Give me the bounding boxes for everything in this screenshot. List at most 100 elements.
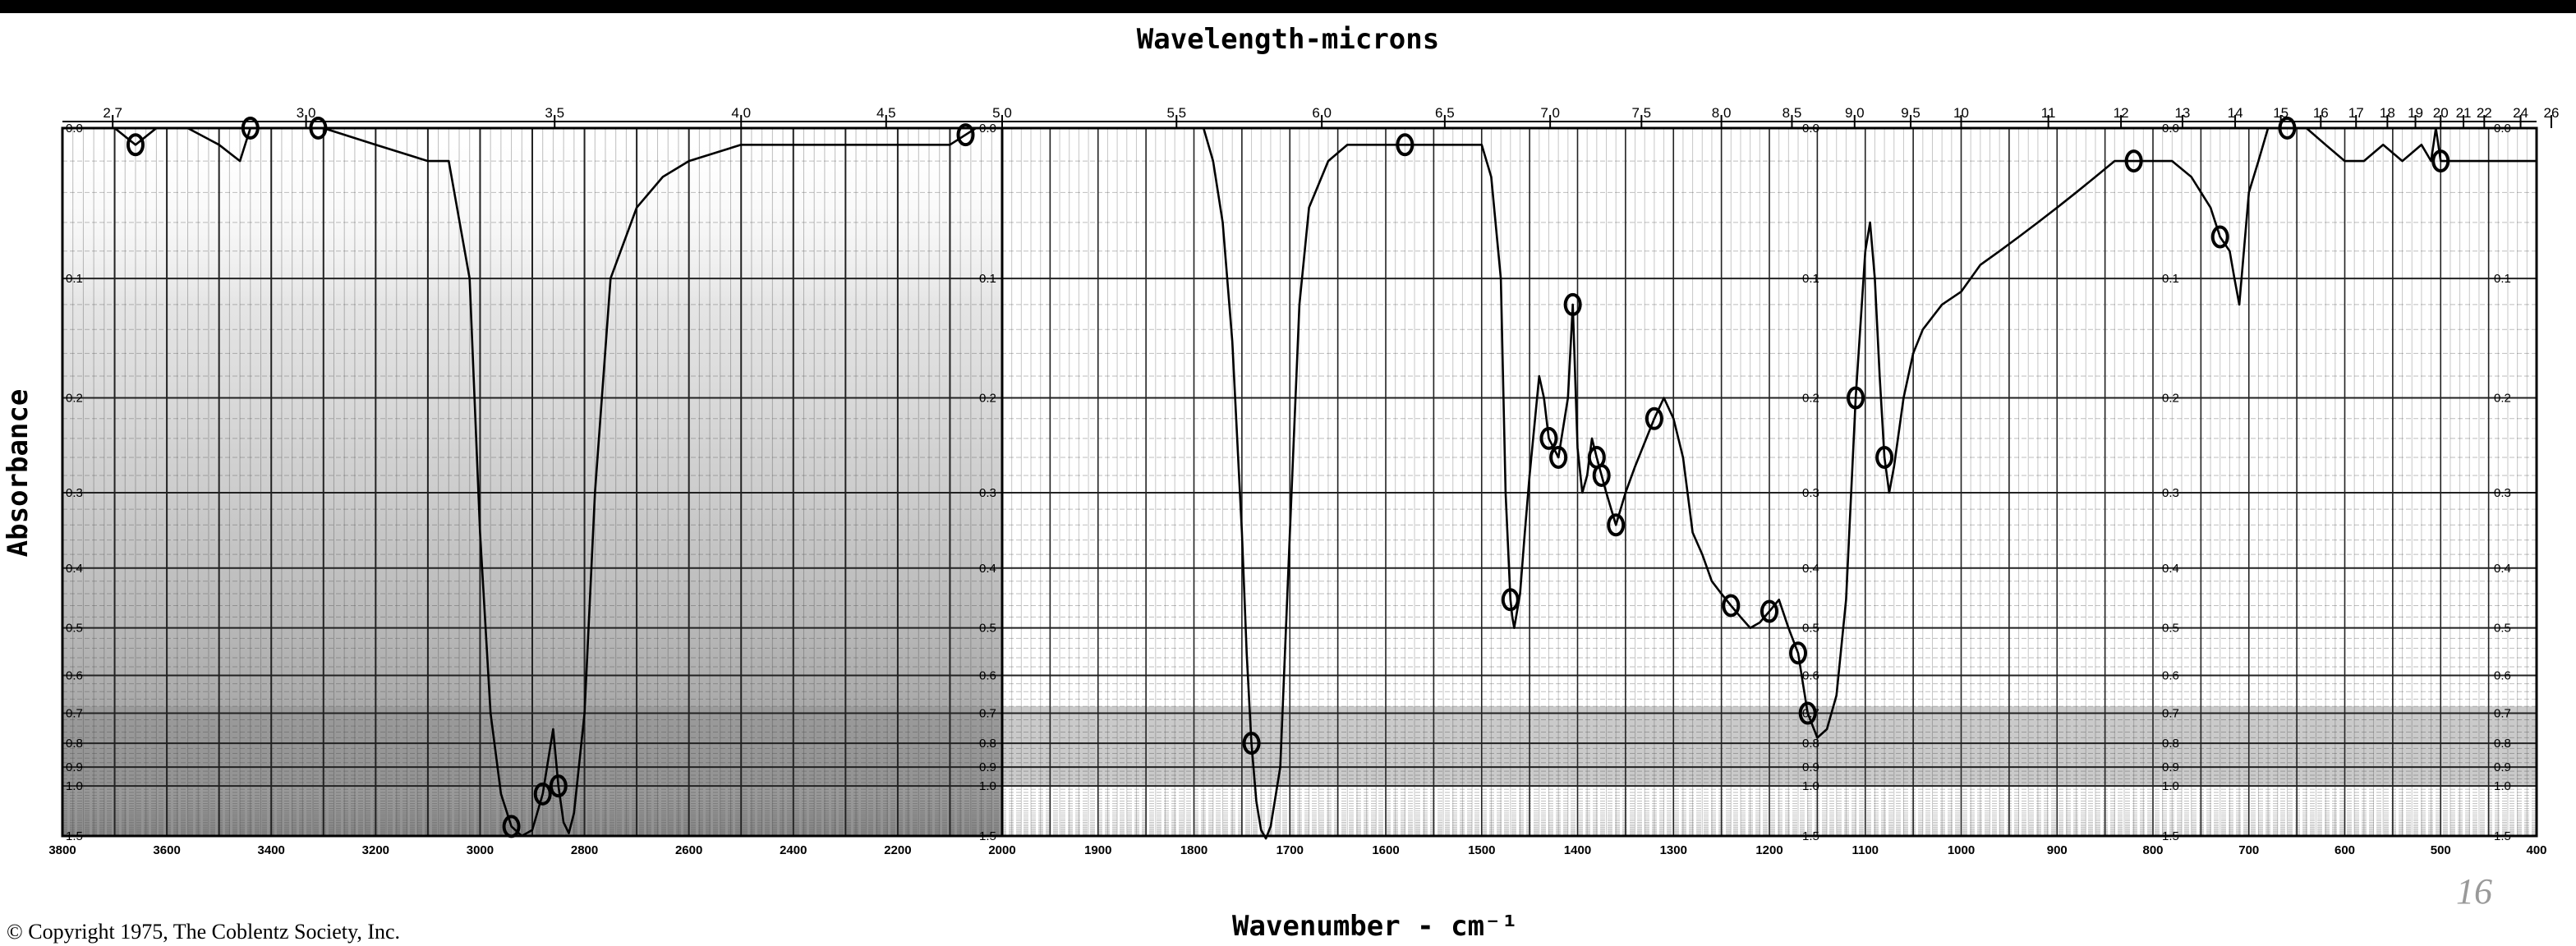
top-tick-label: 20 <box>2433 105 2449 121</box>
top-tick-label: 6.0 <box>1312 105 1332 121</box>
bottom-tick-label: 400 <box>2526 843 2546 857</box>
bottom-tick-label: 600 <box>2334 843 2355 857</box>
absorbance-tick-label: 0.8 <box>979 737 996 751</box>
absorbance-tick-label: 0.3 <box>979 486 996 500</box>
peak-marker <box>241 117 260 140</box>
bottom-tick-label: 3400 <box>258 843 285 857</box>
peak-marker <box>1501 588 1520 612</box>
absorbance-tick-label: 0.9 <box>2162 760 2179 774</box>
plot-border <box>61 126 2538 838</box>
bottom-tick-label: 800 <box>2142 843 2163 857</box>
top-border <box>0 0 2576 13</box>
absorbance-tick-label: 0.9 <box>2494 760 2511 774</box>
y-axis-label: Absorbance <box>2 388 34 558</box>
absorbance-tick-label: 0.2 <box>2494 392 2511 406</box>
top-tick-label: 12 <box>2114 105 2129 121</box>
absorbance-tick-label: 0.4 <box>1802 562 1819 576</box>
peak-marker <box>2124 149 2143 173</box>
bottom-tick-label: 1600 <box>1372 843 1399 857</box>
top-tick-label: 5.0 <box>992 105 1012 121</box>
bottom-tick-label: 3800 <box>48 843 76 857</box>
top-tick-label: 8.5 <box>1782 105 1802 121</box>
top-tick-label: 11 <box>2041 105 2056 121</box>
top-tick-label: 3.0 <box>297 105 316 121</box>
spectrum-series <box>62 126 2537 840</box>
peak-marker <box>1549 445 1568 469</box>
peak-marker <box>1242 732 1261 755</box>
absorbance-tick-label: 0.8 <box>1802 737 1819 751</box>
top-tick-label: 21 <box>2456 105 2472 121</box>
shade-band <box>62 706 2537 787</box>
absorbance-tick-label: 0.8 <box>66 737 83 751</box>
bottom-tick-label: 2800 <box>571 843 598 857</box>
top-axis-ticks: 2.7 3.0 3.5 4.0 4.5 5.0 5.5 6.0 6.5 7.0 7.5 8.0 8.5 9… <box>103 105 2559 128</box>
peak-marker <box>1847 386 1865 410</box>
bottom-tick-label: 3000 <box>467 843 494 857</box>
absorbance-tick-label: 0.4 <box>979 562 996 576</box>
bottom-tick-label: 700 <box>2238 843 2259 857</box>
top-tick-label: 7.0 <box>1540 105 1560 121</box>
peak-marker <box>1563 292 1582 316</box>
absorbance-tick-label: 0.9 <box>1802 760 1819 774</box>
x-axis-label: Wavenumber - cm⁻¹ <box>1232 910 1518 943</box>
absorbance-tick-label: 0.1 <box>1802 272 1819 286</box>
peak-marker <box>1607 513 1626 537</box>
peak-marker <box>1644 406 1663 430</box>
absorbance-tick-label: 0.4 <box>2494 562 2511 576</box>
absorbance-tick-label: 0.5 <box>2162 622 2179 636</box>
copyright-notice: © Copyright 1975, The Coblentz Society, … <box>7 920 401 944</box>
top-tick-label: 9.5 <box>1901 105 1920 121</box>
peak-marker <box>502 815 521 838</box>
top-tick-label: 13 <box>2174 105 2190 121</box>
bottom-tick-label: 1900 <box>1084 843 1111 857</box>
absorbance-tick-label: 1.5 <box>1802 829 1819 843</box>
bottom-tick-label: 1500 <box>1468 843 1495 857</box>
peak-marker <box>2278 117 2297 140</box>
bottom-tick-label: 900 <box>2047 843 2068 857</box>
top-tick-label: 18 <box>2380 105 2395 121</box>
absorbance-tick-label: 0.0 <box>2494 122 2511 135</box>
absorbance-tick-label: 0.5 <box>2494 622 2511 636</box>
peak-markers <box>126 117 2450 838</box>
absorbance-tick-labels: 0.0 0.1 0.2 0.3 0.4 0.5 0.6 0.7 0.8 0.9 1.0 1.5 0.0 0… <box>66 122 2511 843</box>
peak-marker <box>1539 426 1558 450</box>
absorbance-tick-label: 0.6 <box>66 669 83 683</box>
bottom-tick-label: 2400 <box>780 843 807 857</box>
absorbance-tick-label: 0.0 <box>1802 122 1819 135</box>
absorbance-tick-label: 0.7 <box>2162 707 2179 721</box>
absorbance-tick-label: 0.2 <box>2162 392 2179 406</box>
peak-marker <box>1592 463 1611 487</box>
peak-marker <box>1789 641 1808 665</box>
peak-marker <box>126 133 145 157</box>
absorbance-tick-label: 1.5 <box>2494 829 2511 843</box>
bottom-axis-ticks: 3800 3600 3400 3200 3000 2800 2600 2400 2200 2000… <box>48 843 2546 857</box>
top-tick-label: 10 <box>1953 105 1969 121</box>
absorbance-tick-label: 0.7 <box>2494 707 2511 721</box>
bottom-tick-label: 2600 <box>675 843 702 857</box>
absorbance-tick-label: 0.1 <box>979 272 996 286</box>
absorbance-tick-label: 0.3 <box>2162 486 2179 500</box>
absorbance-tick-label: 0.2 <box>979 392 996 406</box>
absorbance-tick-label: 0.6 <box>2494 669 2511 683</box>
top-tick-label: 7.5 <box>1632 105 1652 121</box>
peak-marker <box>549 774 568 798</box>
top-tick-label: 16 <box>2313 105 2329 121</box>
bottom-tick-label: 1400 <box>1564 843 1591 857</box>
top-tick-label: 14 <box>2228 105 2243 121</box>
bottom-tick-label: 2000 <box>988 843 1015 857</box>
top-tick-label: 26 <box>2544 105 2560 121</box>
top-tick-label: 4.5 <box>876 105 896 121</box>
bottom-tick-label: 1000 <box>1948 843 1975 857</box>
absorbance-tick-label: 0.5 <box>979 622 996 636</box>
bottom-tick-label: 1300 <box>1660 843 1687 857</box>
absorbance-tick-label: 0.6 <box>2162 669 2179 683</box>
top-tick-label: 17 <box>2348 105 2364 121</box>
absorbance-tick-label: 1.0 <box>2162 779 2179 793</box>
peak-marker <box>1798 701 1817 725</box>
absorbance-tick-label: 1.5 <box>979 829 996 843</box>
absorbance-tick-label: 0.2 <box>1802 392 1819 406</box>
spectrum-line <box>62 126 2537 840</box>
absorbance-tick-label: 1.5 <box>2162 829 2179 843</box>
bottom-tick-label: 1200 <box>1755 843 1782 857</box>
